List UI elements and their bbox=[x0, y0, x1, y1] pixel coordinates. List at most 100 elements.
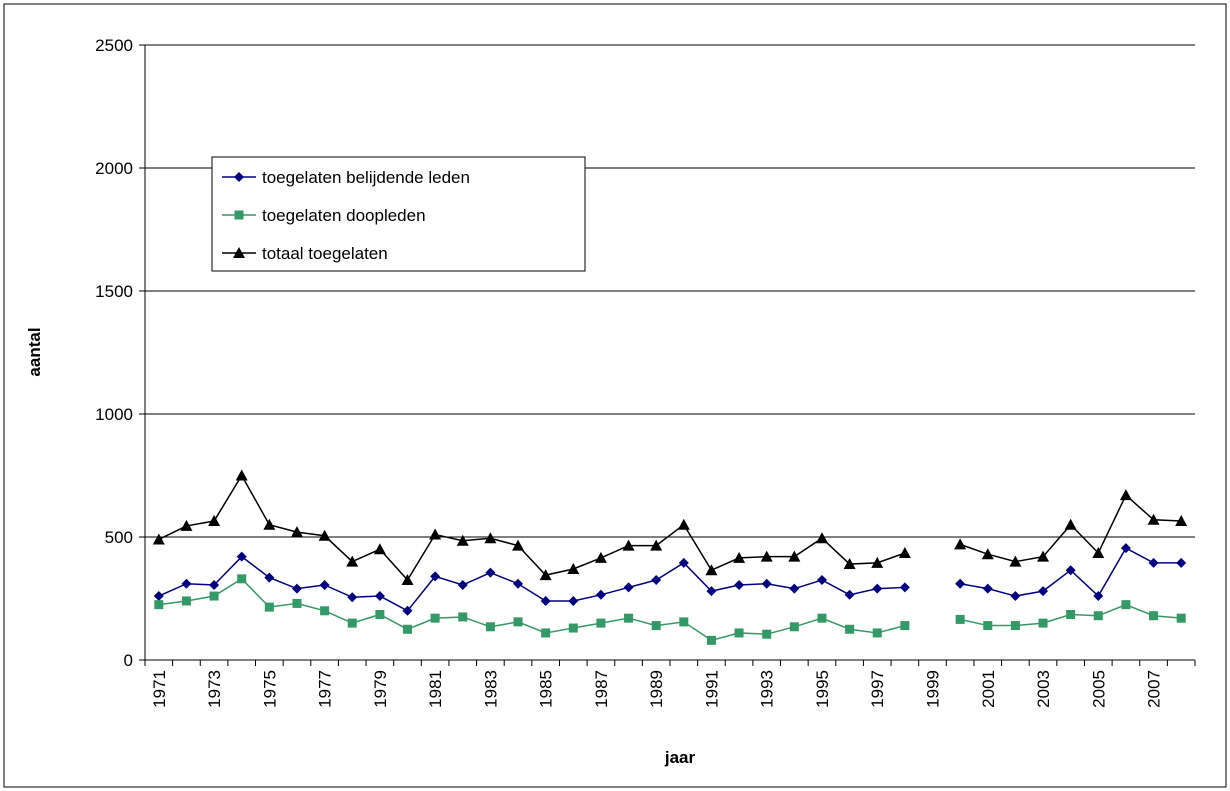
chart-border bbox=[3, 3, 1227, 788]
x-tick-label: 1983 bbox=[481, 670, 500, 708]
marker bbox=[235, 469, 248, 481]
marker bbox=[955, 578, 966, 589]
marker bbox=[181, 596, 191, 606]
marker bbox=[1120, 543, 1131, 554]
marker bbox=[595, 589, 606, 600]
marker bbox=[596, 618, 606, 628]
x-tick-label: 1985 bbox=[537, 670, 556, 708]
marker bbox=[540, 595, 551, 606]
marker bbox=[622, 539, 635, 551]
marker bbox=[651, 621, 661, 631]
marker bbox=[789, 622, 799, 632]
marker bbox=[291, 583, 302, 594]
marker bbox=[1092, 546, 1105, 558]
marker bbox=[1149, 611, 1159, 621]
marker bbox=[180, 519, 193, 531]
legend-marker bbox=[233, 247, 245, 258]
x-tick-label: 1973 bbox=[205, 670, 224, 708]
marker bbox=[733, 551, 746, 563]
marker bbox=[401, 574, 414, 586]
marker bbox=[679, 617, 689, 627]
marker bbox=[1121, 600, 1131, 610]
marker bbox=[816, 575, 827, 586]
marker bbox=[541, 628, 551, 638]
x-tick-label: 1977 bbox=[316, 670, 335, 708]
legend-label: totaal toegelaten bbox=[262, 244, 388, 263]
x-tick-label: 1999 bbox=[924, 670, 943, 708]
marker bbox=[705, 564, 718, 576]
marker bbox=[375, 609, 385, 619]
marker bbox=[264, 572, 275, 583]
marker bbox=[678, 557, 689, 568]
marker bbox=[318, 529, 331, 541]
marker bbox=[651, 575, 662, 586]
marker bbox=[264, 602, 274, 612]
x-tick-label: 1989 bbox=[647, 670, 666, 708]
marker bbox=[512, 539, 525, 551]
marker bbox=[430, 613, 440, 623]
marker bbox=[374, 591, 385, 602]
marker bbox=[623, 582, 634, 593]
marker bbox=[983, 621, 993, 631]
x-tick-label: 2003 bbox=[1034, 670, 1053, 708]
x-tick-label: 1975 bbox=[260, 670, 279, 708]
y-tick-label: 2500 bbox=[95, 36, 133, 55]
marker bbox=[485, 622, 495, 632]
legend-box bbox=[211, 156, 586, 272]
marker bbox=[292, 598, 302, 608]
marker bbox=[513, 578, 524, 589]
marker bbox=[1010, 591, 1021, 602]
marker bbox=[209, 579, 220, 590]
marker bbox=[872, 628, 882, 638]
x-tick-label: 1971 bbox=[150, 670, 169, 708]
marker bbox=[954, 538, 967, 550]
marker bbox=[539, 569, 552, 581]
marker bbox=[457, 579, 468, 590]
x-tick-label: 2005 bbox=[1089, 670, 1108, 708]
marker bbox=[154, 600, 164, 610]
marker bbox=[706, 586, 717, 597]
legend-label: toegelaten doopleden bbox=[262, 206, 426, 225]
marker bbox=[899, 582, 910, 593]
marker bbox=[650, 539, 663, 551]
x-tick-label: 1995 bbox=[813, 670, 832, 708]
marker bbox=[236, 551, 247, 562]
marker bbox=[843, 558, 856, 570]
x-tick-label: 1991 bbox=[702, 670, 721, 708]
marker bbox=[760, 550, 773, 562]
marker bbox=[513, 617, 523, 627]
marker bbox=[1038, 618, 1048, 628]
marker bbox=[568, 595, 579, 606]
marker bbox=[1176, 613, 1186, 623]
marker bbox=[458, 612, 468, 622]
marker bbox=[1066, 609, 1076, 619]
marker bbox=[347, 618, 357, 628]
marker bbox=[789, 583, 800, 594]
marker bbox=[594, 551, 607, 563]
marker bbox=[568, 623, 578, 633]
marker bbox=[734, 579, 745, 590]
marker bbox=[1147, 513, 1160, 525]
marker bbox=[1093, 611, 1103, 621]
marker bbox=[208, 515, 221, 527]
y-tick-label: 2000 bbox=[95, 159, 133, 178]
marker bbox=[567, 562, 580, 574]
marker bbox=[152, 533, 165, 545]
marker bbox=[1175, 515, 1188, 527]
legend-marker bbox=[234, 210, 244, 220]
marker bbox=[181, 578, 192, 589]
marker bbox=[429, 528, 442, 540]
marker bbox=[1009, 555, 1022, 567]
marker bbox=[403, 624, 412, 634]
marker bbox=[761, 578, 772, 589]
marker bbox=[981, 548, 994, 560]
y-tick-label: 1000 bbox=[95, 405, 133, 424]
x-tick-label: 2001 bbox=[979, 670, 998, 708]
marker bbox=[1010, 621, 1020, 631]
marker bbox=[734, 628, 744, 638]
marker bbox=[1176, 557, 1187, 568]
marker bbox=[900, 621, 910, 631]
marker bbox=[402, 605, 413, 616]
marker bbox=[845, 624, 855, 634]
